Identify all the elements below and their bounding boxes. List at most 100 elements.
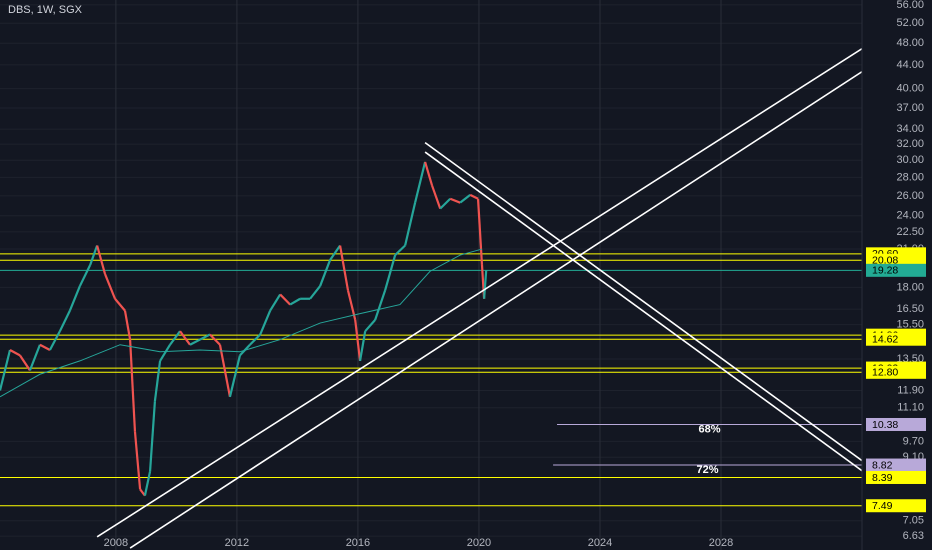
- price-segment: [0, 349, 12, 391]
- price-segment: [459, 194, 471, 204]
- price-segment: [9, 349, 21, 357]
- y-tick-label: 6.63: [903, 530, 924, 542]
- price-segment: [96, 245, 107, 275]
- price-label: 12.80: [872, 367, 898, 379]
- price-label-box: [866, 365, 926, 379]
- price-segment: [153, 360, 162, 402]
- x-tick-label: 2020: [467, 537, 491, 549]
- price-segment: [148, 401, 157, 472]
- price-segment: [218, 344, 232, 398]
- price-label: 7.49: [872, 500, 893, 512]
- price-axis: 56.00 52.00 48.00 44.00 40.00 37.00 34.00 32.00…: [866, 0, 926, 542]
- y-tick-label: 7.05: [903, 515, 924, 527]
- y-tick-label: 11.10: [897, 402, 924, 414]
- level-annotation: 72%: [697, 464, 719, 476]
- price-segment: [39, 343, 51, 351]
- price-segment: [319, 259, 332, 287]
- price-segment: [358, 330, 367, 362]
- x-tick-label: 2012: [225, 537, 249, 549]
- price-label: 20.08: [872, 254, 898, 266]
- price-label-box: [866, 417, 926, 431]
- price-label: 8.82: [872, 459, 893, 471]
- price-segment: [19, 354, 31, 371]
- y-tick-label: 9.70: [903, 435, 924, 447]
- y-tick-label: 32.00: [896, 138, 924, 150]
- trend-line: [96, 47, 862, 538]
- grid: [0, 0, 862, 550]
- y-tick-label: 24.00: [896, 210, 924, 222]
- price-segment: [48, 330, 61, 351]
- price-segment: [123, 310, 132, 340]
- price-segment: [309, 285, 321, 300]
- price-segment: [78, 264, 92, 287]
- price-segment: [374, 289, 387, 321]
- price-segment: [279, 293, 291, 306]
- trend-line: [424, 141, 862, 462]
- price-segment: [133, 431, 142, 490]
- price-segment: [259, 310, 272, 335]
- price-segment: [89, 245, 99, 266]
- y-tick-label: 37.00: [896, 102, 924, 114]
- price-segment: [384, 254, 397, 291]
- chart-title: DBS, 1W, SGX: [8, 4, 83, 16]
- price-segment: [249, 333, 261, 346]
- y-tick-label: 56.00: [896, 0, 924, 11]
- x-tick-label: 2016: [346, 537, 370, 549]
- price-segment: [414, 161, 427, 203]
- price-label: 14.62: [872, 333, 898, 345]
- y-tick-label: 15.50: [896, 319, 924, 331]
- y-tick-label: 18.00: [896, 281, 924, 293]
- y-tick-label: 26.00: [896, 190, 924, 202]
- y-tick-label: 52.00: [896, 17, 924, 29]
- price-label-box: [866, 470, 926, 484]
- price-segment: [289, 297, 301, 306]
- level-annotation: 68%: [698, 423, 720, 435]
- price-segment: [483, 270, 488, 299]
- price-segment: [129, 339, 137, 432]
- price-label: 8.39: [872, 472, 893, 484]
- x-tick-label: 2024: [588, 537, 612, 549]
- y-tick-label: 30.00: [896, 154, 924, 166]
- price-segment: [439, 197, 451, 210]
- price-label-box: [866, 499, 926, 513]
- price-label-box: [866, 253, 926, 267]
- y-tick-label: 40.00: [896, 83, 924, 95]
- price-segment: [338, 245, 350, 291]
- price-segment: [404, 202, 417, 246]
- price-segment: [189, 338, 201, 346]
- trend-line: [129, 70, 862, 549]
- y-tick-label: 44.00: [896, 59, 924, 71]
- price-segment: [114, 298, 126, 312]
- price-segment: [364, 319, 377, 332]
- y-tick-label: 28.00: [896, 171, 924, 183]
- price-segment: [449, 197, 461, 204]
- price-segment: [476, 198, 484, 266]
- price-segment: [169, 330, 181, 346]
- x-tick-label: 2008: [104, 537, 128, 549]
- price-segment: [329, 244, 341, 261]
- price-segment: [469, 193, 479, 200]
- y-tick-label: 48.00: [896, 37, 924, 49]
- price-segment: [228, 355, 242, 398]
- price-segment: [159, 344, 171, 362]
- price-segment: [354, 319, 362, 362]
- price-label-box: [866, 263, 926, 277]
- price-segment: [58, 310, 71, 332]
- trend-line: [424, 151, 862, 472]
- price-segment: [424, 161, 434, 186]
- price-segment: [269, 293, 282, 312]
- price-segment: [199, 333, 211, 341]
- y-tick-label: 34.00: [896, 123, 924, 135]
- price-segment: [179, 330, 191, 346]
- x-tick-label: 2028: [709, 537, 733, 549]
- plot-area: 68% 72%: [0, 47, 862, 549]
- y-tick-label: 22.50: [896, 226, 924, 238]
- price-segment: [28, 344, 41, 371]
- y-tick-label: 11.90: [897, 384, 924, 396]
- price-label: 10.38: [872, 419, 898, 431]
- price-segment: [394, 244, 406, 256]
- price-segment: [209, 333, 221, 346]
- price-segment: [68, 285, 81, 312]
